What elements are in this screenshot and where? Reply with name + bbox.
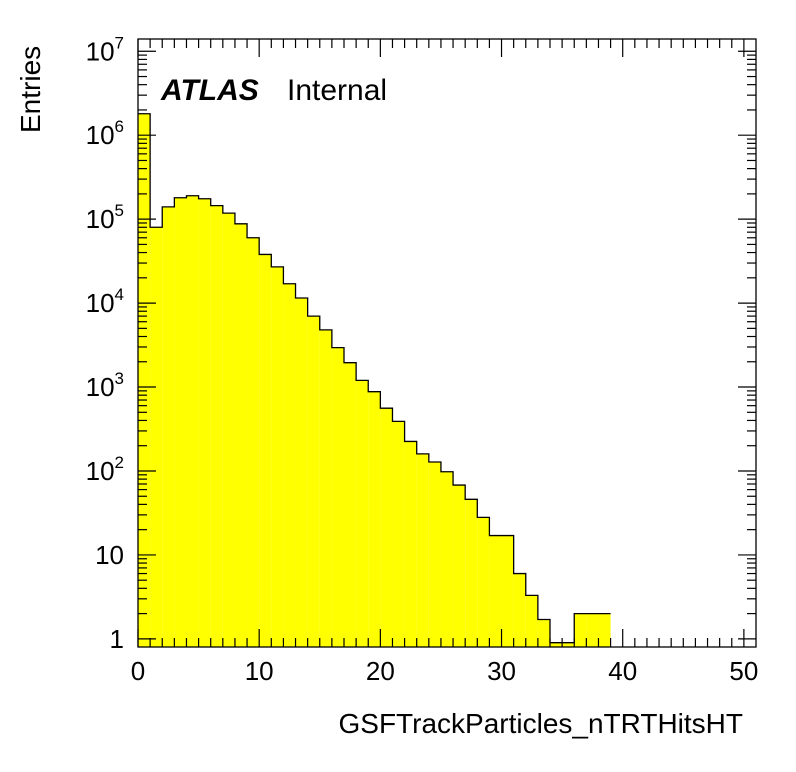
- histogram-bar: [307, 316, 320, 647]
- histogram-outline: [138, 113, 611, 644]
- histogram-bar: [501, 535, 514, 647]
- histogram-bar: [465, 499, 478, 647]
- histogram-bar: [356, 380, 369, 647]
- histogram-bar: [210, 205, 223, 647]
- histogram-bar: [162, 206, 175, 647]
- x-axis-title: GSFTrackParticles_nTRTHitsHT: [339, 708, 744, 739]
- y-axis-title: Entries: [15, 46, 46, 133]
- x-tick-label: 50: [729, 656, 758, 686]
- histogram-bar: [477, 517, 490, 647]
- histogram-bar: [513, 573, 526, 647]
- histogram-bar: [525, 595, 538, 647]
- histogram-bar: [271, 266, 284, 647]
- y-tick-label: 1: [110, 624, 124, 654]
- axis-ticks: [137, 39, 756, 647]
- histogram-bar: [174, 197, 187, 647]
- y-tick-label: 103: [86, 369, 124, 402]
- histogram-bar: [586, 613, 599, 647]
- x-tick-label: 30: [487, 656, 516, 686]
- y-tick-label: 102: [86, 453, 124, 486]
- histogram-bar: [186, 195, 199, 647]
- histogram-bar: [368, 391, 381, 647]
- y-tick-label: 105: [86, 201, 124, 234]
- histogram-bar: [295, 297, 308, 647]
- histogram-bar: [574, 613, 587, 647]
- histogram-bar: [598, 613, 611, 647]
- histogram-bar: [331, 347, 344, 647]
- histogram-bar: [380, 408, 393, 647]
- y-tick-label: 104: [86, 285, 124, 318]
- histogram-bar: [259, 254, 272, 647]
- tick-labels: 0 10 20 30 40 50 1 10 102 103 104 105 106 107: [86, 33, 759, 686]
- histogram-bar: [416, 453, 429, 647]
- histogram-bar: [319, 329, 332, 647]
- histogram-bar: [440, 471, 454, 647]
- plot-frame: [137, 38, 757, 648]
- atlas-label: ATLAS: [160, 74, 259, 107]
- internal-label: Internal: [287, 74, 387, 107]
- x-tick-label: 0: [131, 656, 145, 686]
- histogram-bar: [453, 485, 466, 647]
- histogram-bar: [247, 237, 260, 648]
- x-tick-label: 40: [608, 656, 637, 686]
- histogram-bars: [138, 113, 611, 648]
- histogram-bar: [283, 283, 296, 647]
- histogram-bar: [392, 421, 405, 647]
- histogram-bar: [550, 642, 563, 647]
- x-tick-label: 20: [366, 656, 395, 686]
- histogram-bar: [404, 441, 417, 647]
- y-tick-label: 106: [86, 117, 124, 150]
- histogram-bar: [222, 213, 235, 647]
- y-tick-label: 10: [95, 540, 124, 570]
- histogram-bar: [562, 642, 575, 647]
- x-tick-label: 10: [245, 656, 274, 686]
- histogram-bar: [489, 535, 502, 647]
- histogram-bar: [138, 113, 151, 647]
- histogram-bar: [428, 461, 441, 647]
- histogram-bar: [150, 227, 163, 647]
- histogram-bar: [234, 223, 248, 647]
- histogram-bar: [537, 619, 550, 647]
- y-tick-label: 107: [86, 33, 124, 66]
- histogram-bar: [344, 362, 357, 647]
- histogram-bar: [198, 198, 211, 647]
